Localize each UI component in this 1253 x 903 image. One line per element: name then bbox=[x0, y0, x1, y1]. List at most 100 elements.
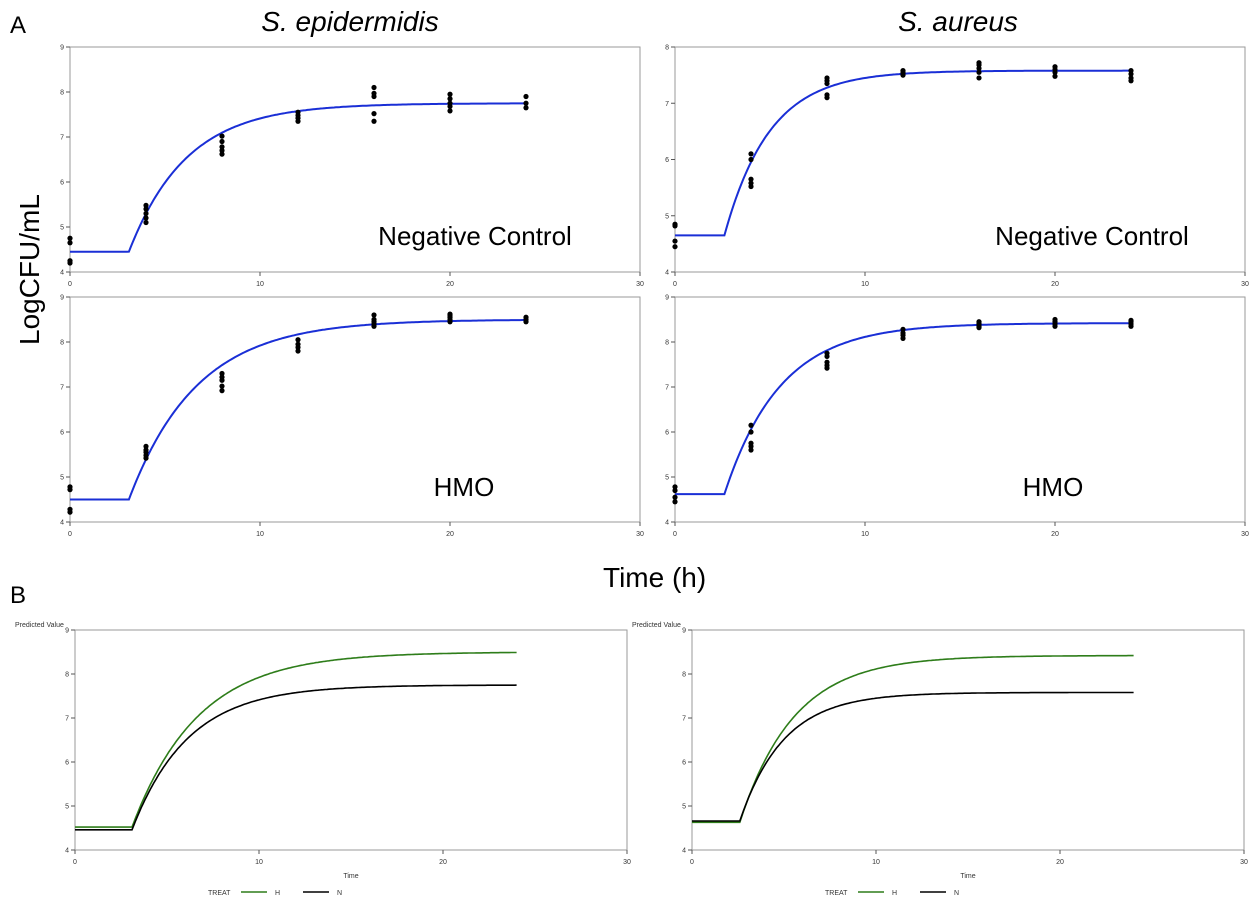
data-point bbox=[1128, 323, 1134, 329]
y-tick-label: 7 bbox=[665, 101, 669, 108]
x-tick-label: 20 bbox=[1051, 531, 1059, 538]
x-tick-label: 30 bbox=[1240, 859, 1248, 866]
x-tick-label: 0 bbox=[68, 531, 72, 538]
data-point bbox=[219, 151, 225, 157]
data-point bbox=[219, 370, 225, 377]
data-point bbox=[143, 215, 149, 221]
x-tick-label: 10 bbox=[255, 859, 263, 866]
data-point bbox=[748, 176, 754, 182]
y-tick-label: 9 bbox=[60, 295, 64, 302]
x-tick-label: 0 bbox=[673, 531, 677, 538]
data-point bbox=[67, 260, 73, 266]
data-point bbox=[143, 206, 149, 212]
y-tick-label: 7 bbox=[65, 716, 69, 723]
x-tick-label: 20 bbox=[446, 531, 454, 538]
data-point bbox=[371, 312, 377, 318]
data-point bbox=[219, 383, 225, 389]
y-tick-label: 6 bbox=[665, 430, 669, 437]
data-point bbox=[672, 223, 678, 229]
legend-title: TREAT bbox=[825, 890, 848, 897]
data-point bbox=[748, 183, 754, 190]
data-point bbox=[371, 111, 377, 117]
x-axis-label: Time (h) bbox=[603, 562, 707, 593]
x-tick-label: 30 bbox=[623, 859, 631, 866]
x-tick-label: 20 bbox=[1056, 859, 1064, 866]
y-tick-label: 8 bbox=[682, 672, 686, 679]
data-point bbox=[67, 235, 73, 241]
data-point bbox=[447, 103, 453, 109]
data-point bbox=[371, 84, 377, 91]
data-point bbox=[143, 219, 149, 226]
y-tick-label: 8 bbox=[665, 340, 669, 347]
data-point bbox=[672, 484, 678, 490]
plot-frame bbox=[74, 629, 628, 851]
data-point bbox=[523, 100, 529, 106]
data-point bbox=[371, 118, 377, 124]
treatment-annotation: HMO bbox=[1023, 472, 1084, 502]
y-tick-label: 6 bbox=[65, 760, 69, 767]
y-tick-label: 8 bbox=[60, 340, 64, 347]
x-tick-label: 10 bbox=[861, 531, 869, 538]
x-tick-label: 0 bbox=[68, 281, 72, 288]
data-point bbox=[672, 494, 678, 500]
y-tick-label: 4 bbox=[65, 848, 69, 855]
data-point bbox=[447, 319, 453, 325]
y-tick-label: 5 bbox=[60, 475, 64, 482]
data-point bbox=[523, 319, 529, 325]
data-point bbox=[672, 499, 678, 505]
y-tick-label: 5 bbox=[65, 804, 69, 811]
y-tick-label: 7 bbox=[665, 385, 669, 392]
y-tick-label: 5 bbox=[665, 213, 669, 220]
y-tick-label: 9 bbox=[60, 45, 64, 52]
data-point bbox=[295, 348, 301, 354]
chart-sepi-negative-control: 0 10 20 30 4 5 6 7 8 9 Negative Control bbox=[60, 45, 644, 289]
data-point bbox=[219, 147, 225, 154]
data-point bbox=[143, 455, 149, 461]
data-point bbox=[219, 388, 225, 394]
y-tick-label: 9 bbox=[682, 628, 686, 635]
treatment-annotation: Negative Control bbox=[378, 221, 572, 251]
y-tick-label: 4 bbox=[60, 270, 64, 277]
series-line-h bbox=[75, 651, 517, 828]
y-tick-label: 4 bbox=[665, 270, 669, 277]
data-point bbox=[976, 75, 982, 81]
data-point bbox=[1052, 69, 1058, 75]
legend-title: TREAT bbox=[208, 890, 231, 897]
y-tick-label: 7 bbox=[682, 716, 686, 723]
data-point bbox=[523, 105, 529, 111]
data-point bbox=[672, 244, 678, 250]
data-point bbox=[143, 202, 149, 208]
data-point bbox=[295, 344, 301, 350]
series-line-h bbox=[692, 654, 1134, 824]
x-tick-label: 10 bbox=[872, 859, 880, 866]
data-point bbox=[976, 65, 982, 71]
data-point bbox=[976, 325, 982, 331]
data-point bbox=[1052, 73, 1058, 79]
data-point bbox=[672, 487, 678, 494]
data-point bbox=[447, 91, 453, 97]
fit-line bbox=[675, 69, 1131, 237]
data-point bbox=[295, 337, 301, 343]
data-point bbox=[371, 323, 377, 329]
legend-label-h: H bbox=[275, 890, 280, 897]
plot-frame bbox=[674, 296, 1246, 523]
data-point bbox=[1128, 78, 1134, 84]
y-tick-label: 5 bbox=[60, 225, 64, 232]
plot-frame bbox=[69, 296, 641, 523]
y-tick-label: 8 bbox=[60, 90, 64, 97]
data-point bbox=[900, 335, 906, 341]
data-point bbox=[143, 443, 149, 449]
data-point bbox=[748, 156, 754, 163]
data-point bbox=[447, 96, 453, 102]
y-tick-label: 9 bbox=[665, 295, 669, 302]
data-point bbox=[219, 144, 225, 150]
x-tick-label: 30 bbox=[1241, 531, 1249, 538]
data-point bbox=[1128, 71, 1134, 77]
y-tick-label: 9 bbox=[65, 628, 69, 635]
y-tick-label: 7 bbox=[60, 135, 64, 142]
data-point bbox=[900, 326, 906, 332]
x-tick-label: 20 bbox=[439, 859, 447, 866]
data-point bbox=[1052, 323, 1058, 329]
data-point bbox=[67, 240, 73, 246]
